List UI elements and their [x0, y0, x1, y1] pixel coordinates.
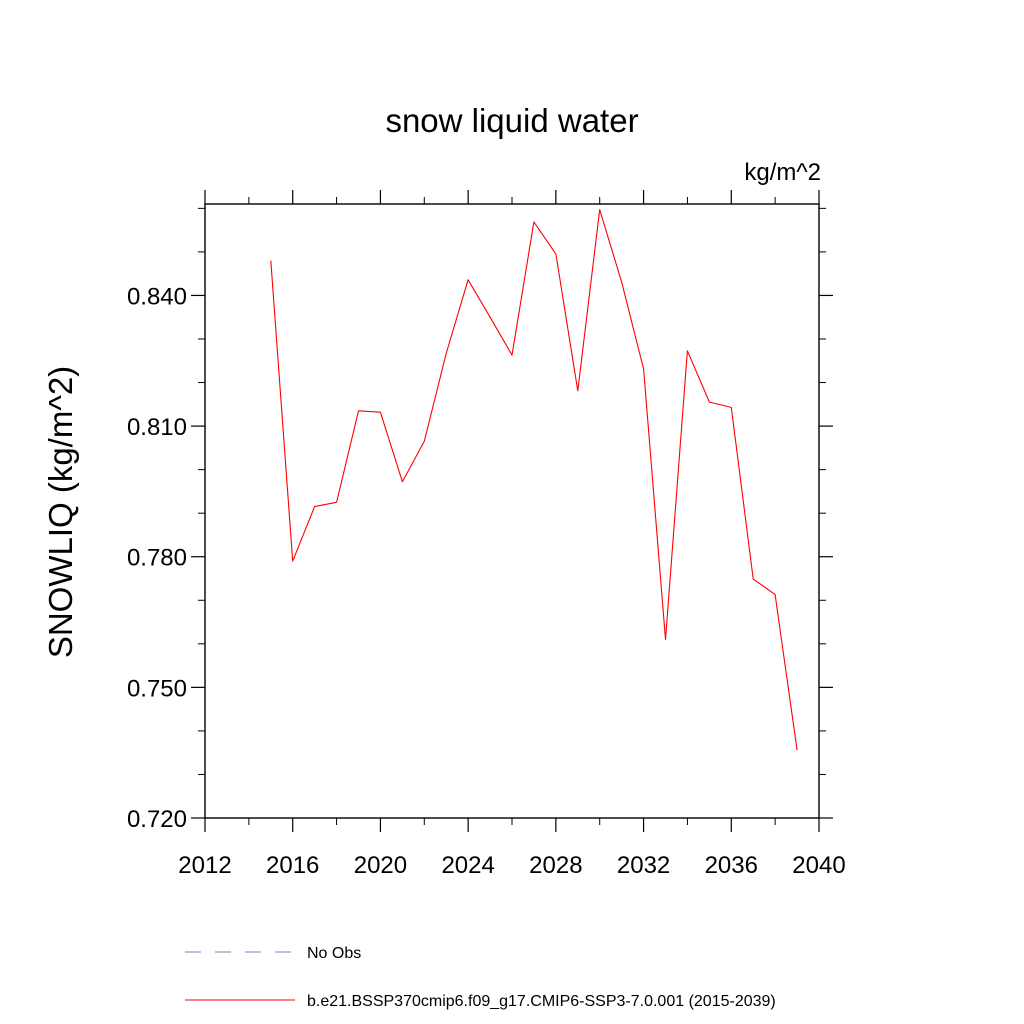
series-layer	[270, 209, 798, 751]
x-tick-label: 2012	[178, 852, 231, 879]
axes: 2012 2016 2020 2024 2028 2032 2036 2040 0.720 0.7…	[127, 190, 846, 879]
y-tick-label: 0.840	[127, 283, 187, 310]
x-tick-label: 2040	[792, 852, 845, 879]
y-tick-label: 0.780	[127, 545, 187, 572]
plot-frame	[204, 203, 820, 819]
x-tick-label: 2032	[617, 852, 670, 879]
units-label: kg/m^2	[744, 159, 821, 186]
x-tick-label: 2028	[529, 852, 582, 879]
legend: No Obs b.e21.BSSP370cmip6.f09_g17.CMIP6-S…	[185, 945, 776, 1010]
y-tick-label: 0.720	[127, 806, 187, 833]
legend-label: No Obs	[307, 945, 361, 962]
x-tick-label: 2016	[266, 852, 319, 879]
x-tick-label: 2024	[441, 852, 494, 879]
y-axis-label: SNOWLIQ (kg/m^2)	[42, 366, 79, 658]
legend-label: b.e21.BSSP370cmip6.f09_g17.CMIP6-SSP3-7.…	[307, 993, 776, 1010]
chart-title: snow liquid water	[385, 102, 638, 139]
x-tick-label: 2036	[705, 852, 758, 879]
y-tick-label: 0.810	[127, 414, 187, 441]
y-tick-label: 0.750	[127, 675, 187, 702]
x-tick-label: 2020	[354, 852, 407, 879]
series-line	[270, 209, 798, 751]
